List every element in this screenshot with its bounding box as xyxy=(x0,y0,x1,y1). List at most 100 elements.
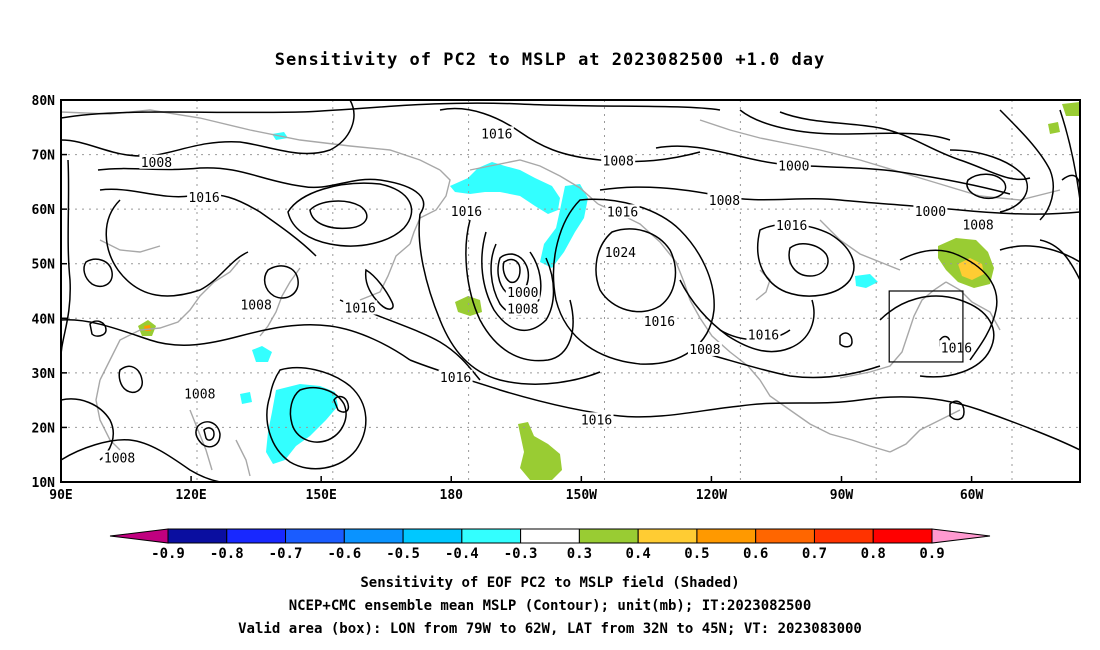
lon-label-90W: 90W xyxy=(830,488,854,503)
shade-region-green-central-pacific xyxy=(455,296,482,316)
contour-label-bg xyxy=(505,285,540,300)
plot-frame xyxy=(60,99,1081,483)
map-title: Sensitivity of PC2 to MSLP at 2023082500… xyxy=(274,50,826,70)
contour-label-bg xyxy=(579,412,614,427)
colorbar-segment xyxy=(578,528,639,544)
contour-label: 1016 xyxy=(440,371,471,386)
colorbar-segment xyxy=(461,528,522,544)
lat-label-60N: 60N xyxy=(32,203,56,218)
contour-label-bg xyxy=(102,450,137,465)
lon-label-90E: 90E xyxy=(49,488,72,503)
contour-label: 1016 xyxy=(941,341,972,356)
contour-label: 1008 xyxy=(507,303,538,318)
lon-label-150E: 150E xyxy=(306,488,337,503)
colorbar-label: 0.7 xyxy=(802,546,827,562)
colorbar-segment xyxy=(226,528,287,544)
colorbar-label: 0.6 xyxy=(743,546,768,562)
colorbar-segment xyxy=(285,528,345,544)
lon-label-180: 180 xyxy=(440,488,464,503)
contour-label-bg xyxy=(139,154,174,169)
contour-label-bg xyxy=(774,218,809,233)
lat-label-30N: 30N xyxy=(32,367,56,382)
lon-label-150W: 150W xyxy=(566,488,597,503)
colorbar-under-arrow xyxy=(109,528,169,544)
colorbar-segment xyxy=(343,528,404,544)
colorbar-label: 0.3 xyxy=(567,546,592,562)
caption-valid-area: Valid area (box): LON from 79W to 62W, L… xyxy=(238,621,862,637)
lat-label-20N: 20N xyxy=(32,421,56,436)
shade-region-cyan-west-pacific xyxy=(266,384,338,464)
contour-label-bg xyxy=(187,190,222,205)
contour-label-bg xyxy=(746,327,781,342)
contour-label: 1008 xyxy=(689,343,720,358)
contour-label: 1000 xyxy=(507,286,538,301)
colorbar-label: 0.4 xyxy=(626,546,651,562)
colorbar-label: 0.9 xyxy=(919,546,944,562)
lat-label-10N: 10N xyxy=(32,476,56,491)
colorbar-over-arrow xyxy=(931,528,991,544)
lat-label-70N: 70N xyxy=(32,149,56,164)
colorbar-label: -0.3 xyxy=(504,546,538,562)
contour-label-bg xyxy=(182,386,217,401)
contour-label: 1016 xyxy=(581,413,612,428)
contour-label: 1016 xyxy=(481,127,512,142)
contour-label: 1016 xyxy=(748,329,779,344)
contour-label-bg xyxy=(479,126,514,141)
mslp-contours xyxy=(61,100,1080,482)
contour-label-bg xyxy=(961,217,996,232)
shade-region-cyan-small-1 xyxy=(252,346,272,362)
contour-label: 1016 xyxy=(776,219,807,234)
contour-label: 1008 xyxy=(240,299,271,314)
contour-label-bg xyxy=(605,204,640,219)
contour-label-bg xyxy=(438,369,473,384)
shade-region-cyan-bering xyxy=(450,162,560,214)
colorbar-segment xyxy=(637,528,698,544)
colorbar-segment xyxy=(402,528,463,544)
colorbar-label: -0.5 xyxy=(386,546,420,562)
contour-label: 1008 xyxy=(141,156,172,171)
colorbar-labels: -0.9 -0.8 -0.7 -0.6 -0.5 -0.4 -0.3 0.3 0.4 0.5 0.6… xyxy=(151,546,945,562)
contour-label: 1016 xyxy=(644,315,675,330)
colorbar-segment xyxy=(167,528,228,544)
contour-label-bg xyxy=(343,300,378,315)
contour-label: 1008 xyxy=(184,388,215,403)
longitude-labels: 90E 120E 150E 180 150W 120W 90W 60W xyxy=(49,476,984,503)
shade-region-cyan-small-2 xyxy=(240,392,252,404)
contour-label-bg xyxy=(603,244,638,259)
lat-label-50N: 50N xyxy=(32,258,56,273)
colorbar-label: -0.9 xyxy=(151,546,185,562)
contour-label-bg xyxy=(449,203,484,218)
shade-region-green-small xyxy=(1048,122,1060,134)
colorbar-label: 0.8 xyxy=(861,546,886,562)
contour-label: 1016 xyxy=(607,205,638,220)
contour-label: 1024 xyxy=(605,246,636,261)
contour-label-bg xyxy=(505,301,540,316)
contour-label: 1008 xyxy=(104,452,135,467)
contour-label: 1008 xyxy=(709,194,740,209)
contour-label: 1000 xyxy=(778,160,809,175)
contour-label-bg xyxy=(239,297,274,312)
colorbar-segment xyxy=(696,528,757,544)
contour-label-bg xyxy=(687,341,722,356)
colorbar-label: -0.8 xyxy=(210,546,244,562)
colorbar xyxy=(109,528,991,544)
sensitivity-shading xyxy=(138,102,1080,480)
valid-area-box xyxy=(888,290,964,363)
contour-label: 1008 xyxy=(603,155,634,170)
lat-label-40N: 40N xyxy=(32,312,56,327)
contour-label: 1008 xyxy=(962,219,993,234)
shade-region-green-subtropic xyxy=(518,422,562,480)
shade-region-green-arctic xyxy=(1062,102,1080,116)
contour-label-bg xyxy=(707,192,742,207)
colorbar-segment xyxy=(755,528,815,544)
colorbar-label: -0.7 xyxy=(269,546,303,562)
colorbar-segment xyxy=(872,528,933,544)
colorbar-label: -0.4 xyxy=(445,546,479,562)
caption-shading: Sensitivity of EOF PC2 to MSLP field (Sh… xyxy=(360,575,740,591)
coastlines xyxy=(61,109,1061,477)
contour-label: 1016 xyxy=(451,205,482,220)
contour-label-bg xyxy=(939,340,974,355)
colorbar-label: 0.5 xyxy=(684,546,709,562)
contour-label: 1000 xyxy=(915,205,946,220)
